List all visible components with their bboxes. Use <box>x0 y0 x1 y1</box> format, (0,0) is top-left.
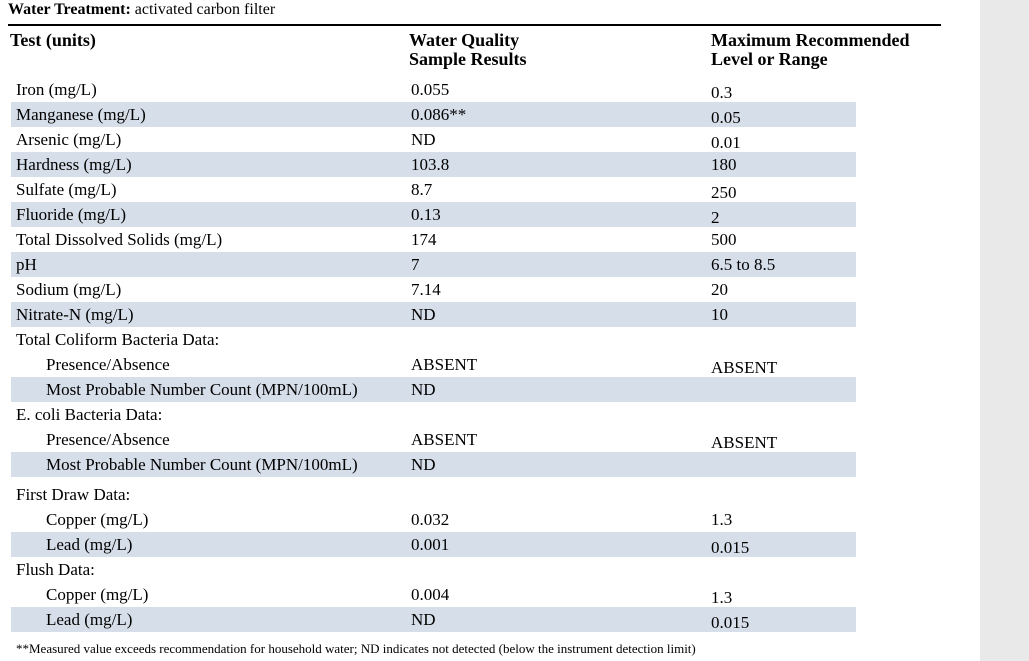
max-level: 500 <box>711 230 737 249</box>
table-row: Nitrate-N (mg/L) ND 10 <box>11 302 856 327</box>
sample-result: 7 <box>411 255 420 274</box>
viewer-side-panel <box>980 0 1029 661</box>
column-header-results-line1: Water Quality <box>409 30 520 50</box>
sample-result: 0.13 <box>411 205 441 224</box>
test-name: Arsenic (mg/L) <box>16 130 122 149</box>
table-row: Lead (mg/L) 0.001 0.015 <box>11 532 856 557</box>
sample-result: 0.001 <box>411 535 450 554</box>
section-heading-first-draw: First Draw Data: <box>16 485 131 504</box>
table-row: Most Probable Number Count (MPN/100mL) N… <box>11 377 856 402</box>
sample-result: 0.086** <box>411 105 467 124</box>
max-level: 6.5 to 8.5 <box>711 255 776 274</box>
max-level: ABSENT <box>711 358 778 377</box>
test-name: Sulfate (mg/L) <box>16 180 117 199</box>
column-header-test-label: Test (units) <box>10 30 96 50</box>
table-section-heading: E. coli Bacteria Data: <box>11 402 856 427</box>
table-row: Copper (mg/L) 0.032 1.3 <box>11 507 856 532</box>
table-row: Fluoride (mg/L) 0.13 2 <box>11 202 856 227</box>
water-treatment-label: Water Treatment: <box>8 1 131 18</box>
max-level: 0.3 <box>711 83 733 102</box>
table-row: Arsenic (mg/L) ND 0.01 <box>11 127 856 152</box>
table-row: Presence/Absence ABSENT ABSENT <box>11 427 856 452</box>
results-table: Iron (mg/L) 0.055 0.3 Manganese (mg/L) 0… <box>11 77 856 632</box>
max-level: 1.3 <box>711 588 733 607</box>
table-section-heading: First Draw Data: <box>11 477 856 507</box>
section-heading-coliform: Total Coliform Bacteria Data: <box>16 330 220 349</box>
section-heading-flush: Flush Data: <box>16 560 95 579</box>
test-name: Hardness (mg/L) <box>16 155 132 174</box>
sample-result: 174 <box>411 230 437 249</box>
test-name: Lead (mg/L) <box>46 535 133 554</box>
sample-result: ABSENT <box>411 430 478 449</box>
sample-result: ND <box>411 610 436 629</box>
document-page: Water Treatment: activated carbon filter… <box>8 0 941 656</box>
max-level: 250 <box>711 183 737 202</box>
table-row: Iron (mg/L) 0.055 0.3 <box>11 77 856 102</box>
max-level: 1.3 <box>711 510 733 529</box>
water-treatment-value: activated carbon filter <box>134 1 276 18</box>
sample-result: ND <box>411 455 436 474</box>
test-name: Copper (mg/L) <box>46 510 149 529</box>
test-name: Most Probable Number Count (MPN/100mL) <box>46 380 358 399</box>
sample-result: 0.004 <box>411 585 450 604</box>
column-header-max: Maximum Recommended Level or Range <box>711 31 909 69</box>
test-name: Presence/Absence <box>46 355 170 374</box>
sample-result: ABSENT <box>411 355 478 374</box>
sample-result: ND <box>411 130 436 149</box>
sample-result: 7.14 <box>411 280 441 299</box>
column-header-results: Water Quality Sample Results <box>409 31 527 69</box>
max-level: 0.05 <box>711 108 741 127</box>
max-level: ABSENT <box>711 433 778 452</box>
water-treatment-line: Water Treatment: activated carbon filter <box>8 0 275 20</box>
sample-result: ND <box>411 305 436 324</box>
column-header-max-line1: Maximum Recommended <box>711 30 910 50</box>
column-header-results-line2: Sample Results <box>409 49 527 69</box>
max-level: 0.015 <box>711 613 750 632</box>
table-row: pH 7 6.5 to 8.5 <box>11 252 856 277</box>
table-row: Copper (mg/L) 0.004 1.3 <box>11 582 856 607</box>
table-row: Lead (mg/L) ND 0.015 <box>11 607 856 632</box>
max-level: 0.015 <box>711 538 750 557</box>
sample-result: 8.7 <box>411 180 433 199</box>
max-level: 2 <box>711 208 720 227</box>
test-name: Fluoride (mg/L) <box>16 205 127 224</box>
max-level: 10 <box>711 305 728 324</box>
footnote: **Measured value exceeds recommendation … <box>16 641 696 656</box>
table-section-heading: Flush Data: <box>11 557 856 582</box>
max-level: 180 <box>711 155 737 174</box>
sample-result: 0.055 <box>411 80 450 99</box>
column-header-test: Test (units) <box>10 31 96 50</box>
table-top-rule <box>8 24 941 26</box>
test-name: Copper (mg/L) <box>46 585 149 604</box>
table-row: Sulfate (mg/L) 8.7 250 <box>11 177 856 202</box>
test-name: Most Probable Number Count (MPN/100mL) <box>46 455 358 474</box>
test-name: Lead (mg/L) <box>46 610 133 629</box>
test-name: Nitrate-N (mg/L) <box>16 305 134 324</box>
table-row: Hardness (mg/L) 103.8 180 <box>11 152 856 177</box>
table-row: Presence/Absence ABSENT ABSENT <box>11 352 856 377</box>
table-section-heading: Total Coliform Bacteria Data: <box>11 327 856 352</box>
column-header-max-line2: Level or Range <box>711 49 828 69</box>
max-level: 0.01 <box>711 133 741 152</box>
test-name: Manganese (mg/L) <box>16 105 146 124</box>
test-name: Presence/Absence <box>46 430 170 449</box>
sample-result: 0.032 <box>411 510 450 529</box>
max-level: 20 <box>711 280 728 299</box>
sample-result: 103.8 <box>411 155 450 174</box>
table-row: Most Probable Number Count (MPN/100mL) N… <box>11 452 856 477</box>
test-name: Sodium (mg/L) <box>16 280 122 299</box>
test-name: pH <box>16 255 37 274</box>
sample-result: ND <box>411 380 436 399</box>
test-name: Iron (mg/L) <box>16 80 97 99</box>
table-row: Total Dissolved Solids (mg/L) 174 500 <box>11 227 856 252</box>
table-row: Sodium (mg/L) 7.14 20 <box>11 277 856 302</box>
table-row: Manganese (mg/L) 0.086** 0.05 <box>11 102 856 127</box>
test-name: Total Dissolved Solids (mg/L) <box>16 230 223 249</box>
section-heading-ecoli: E. coli Bacteria Data: <box>16 405 163 424</box>
